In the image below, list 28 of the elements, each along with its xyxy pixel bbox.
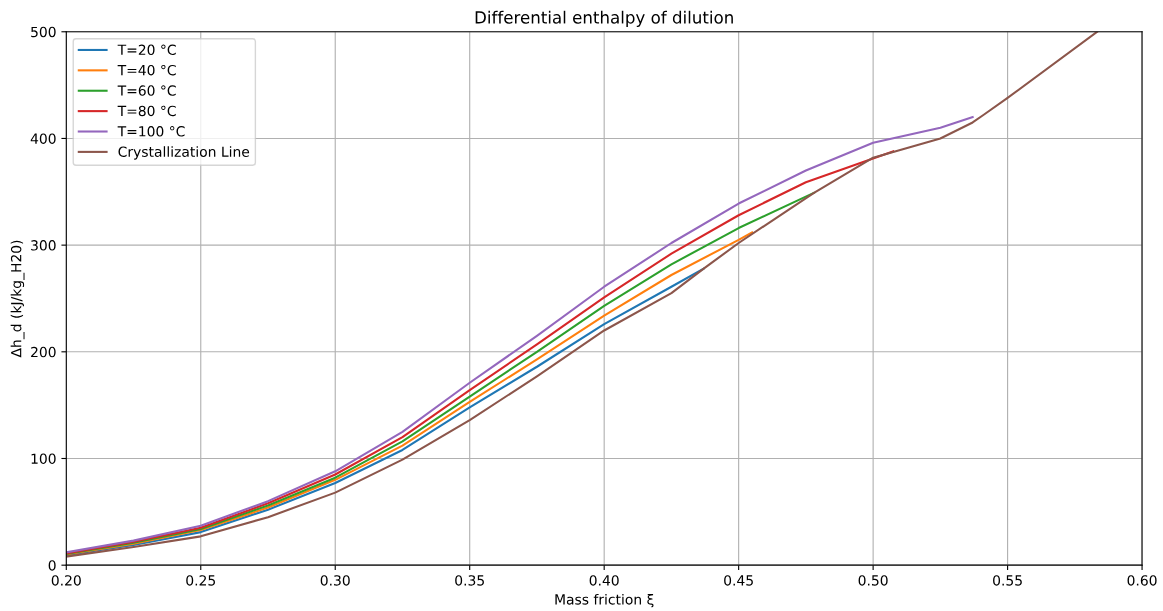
legend-label: T=80 °C xyxy=(117,105,176,117)
legend-label: T=60 °C xyxy=(117,85,176,96)
y-tick-label: 0 xyxy=(48,560,56,571)
x-tick-label: 0.30 xyxy=(320,575,350,586)
y-tick-label: 400 xyxy=(30,133,56,144)
x-axis-title: Mass friction ξ xyxy=(555,593,654,608)
legend-label: T=20 °C xyxy=(117,44,176,56)
x-tick-label: 0.20 xyxy=(51,575,81,586)
x-tick-label: 0.25 xyxy=(186,575,216,586)
y-tick-label: 500 xyxy=(31,26,56,38)
y-tick-label: 300 xyxy=(31,240,56,251)
x-tick-label: 0.50 xyxy=(858,575,888,586)
line-series xyxy=(66,191,815,556)
legend-label: T=40 °C xyxy=(117,64,176,76)
y-tick-label: 200 xyxy=(31,346,56,358)
y-axis-title: Δh_d (kJ/kg_H20) xyxy=(10,240,25,358)
line-series xyxy=(66,31,1099,558)
line-series xyxy=(66,116,974,554)
x-tick-label: 0.60 xyxy=(1127,575,1157,586)
y-tick-label: 100 xyxy=(31,453,56,464)
x-tick-label: 0.35 xyxy=(455,575,484,586)
line-series xyxy=(66,231,754,556)
x-tick-label: 0.40 xyxy=(589,575,619,586)
chart-title: Differential enthalpy of dilution xyxy=(475,10,733,27)
x-tick-label: 0.55 xyxy=(993,575,1022,586)
legend-label: T=100 °C xyxy=(117,126,185,137)
x-tick-label: 0.45 xyxy=(724,575,753,586)
legend-label: Crystallization Line xyxy=(118,146,250,160)
